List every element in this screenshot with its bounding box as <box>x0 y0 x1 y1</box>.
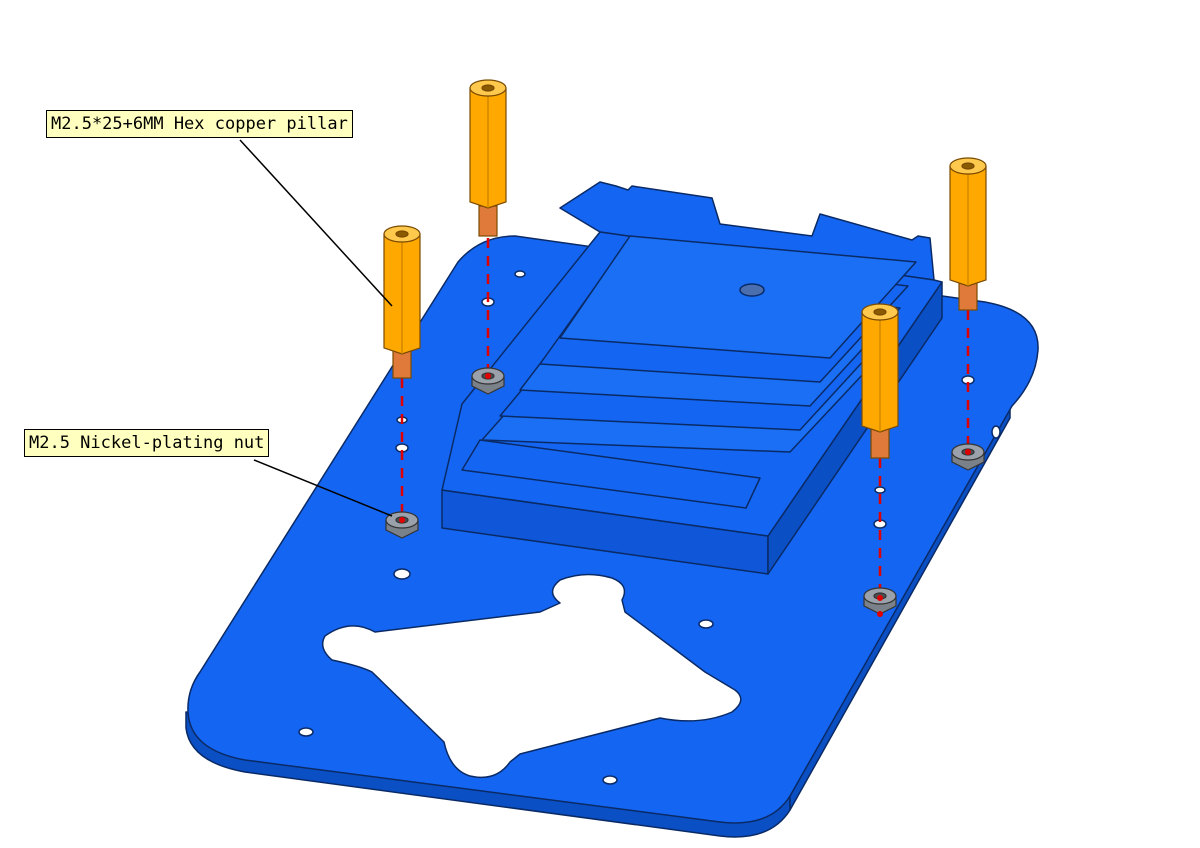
guide-lines <box>400 238 970 610</box>
screw-icon <box>739 283 765 297</box>
nut-callout-label: M2.5 Nickel-plating nut <box>24 429 270 457</box>
plate-cutout <box>321 573 742 779</box>
pillar-callout-label: M2.5*25+6MM Hex copper pillar <box>46 110 353 138</box>
leader-lines <box>239 139 393 517</box>
hex-pillar-icon <box>383 79 987 459</box>
